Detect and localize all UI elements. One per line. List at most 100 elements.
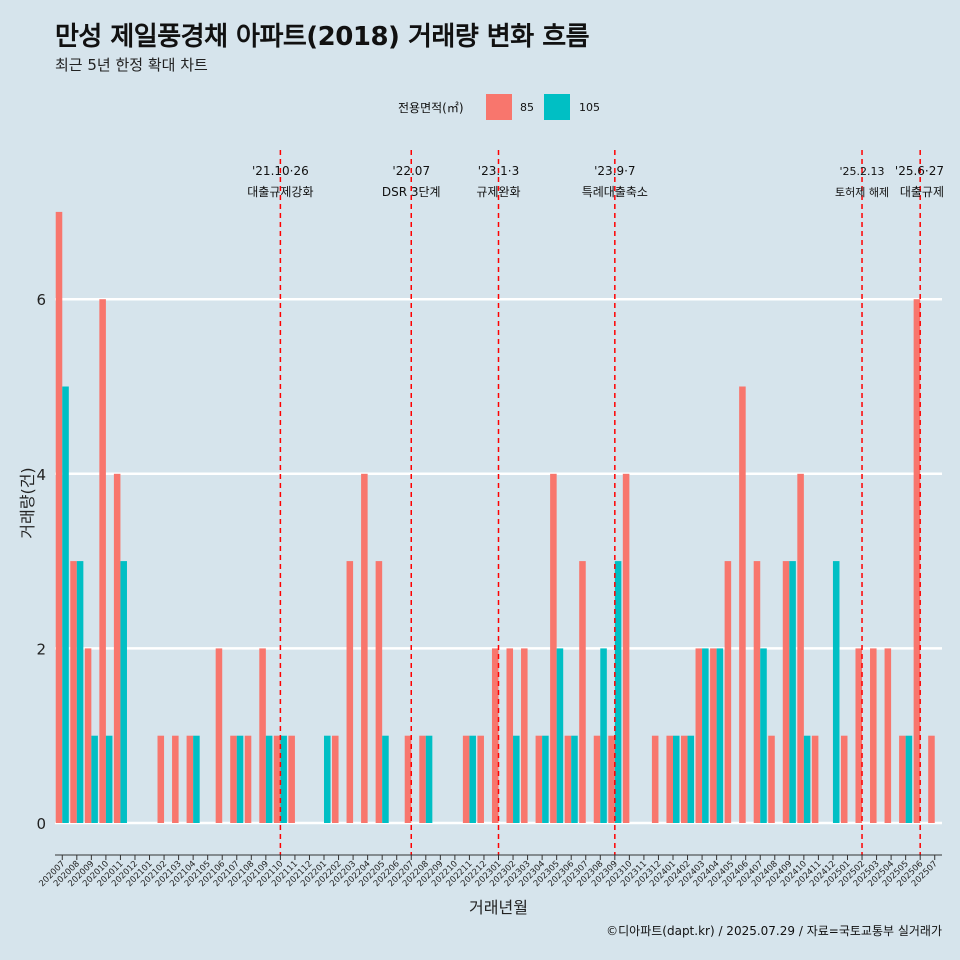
bar-85 [332, 735, 339, 823]
bar-105 [324, 735, 331, 823]
event-date: '22.07 [392, 164, 430, 178]
bar-85 [811, 735, 819, 823]
bar-85 [288, 735, 295, 823]
bar-105 [600, 648, 607, 823]
bar-85 [172, 735, 179, 823]
bar-105 [91, 735, 98, 823]
bar-85 [55, 211, 63, 823]
bar-85 [695, 648, 703, 823]
caption: ©디아파트(dapt.kr) / 2025.07.29 / 자료=국토교통부 실… [606, 924, 942, 938]
x-axis-title: 거래년월 [469, 898, 528, 917]
bar-85 [739, 386, 746, 823]
bar-85 [840, 735, 848, 823]
bar-85 [404, 735, 412, 823]
bar-85 [782, 561, 790, 823]
bar-105 [803, 735, 811, 823]
bar-85 [608, 735, 615, 823]
bar-85 [535, 735, 543, 823]
bar-85 [724, 561, 732, 823]
event-label: 대출규제강화 [247, 185, 313, 199]
legend: 전용면적(㎡) 85 105 [0, 94, 960, 122]
bar-85 [477, 735, 484, 823]
chart-title: 만성 제일풍경채 아파트(2018) 거래량 변화 흐름 [55, 22, 590, 52]
event-date: '23.1·3 [478, 164, 519, 178]
event-date: '21.10·26 [252, 164, 309, 178]
legend-label-105: 105 [579, 101, 600, 114]
bar-105 [76, 561, 84, 823]
bar-105 [556, 648, 564, 823]
bar-105 [789, 561, 796, 823]
bar-105 [425, 735, 433, 823]
bar-105 [382, 735, 389, 823]
bar-85 [186, 735, 194, 823]
event-label: 특례대출축소 [582, 185, 648, 199]
bar-85 [651, 735, 659, 823]
bar-85 [259, 648, 266, 823]
bar-85 [680, 735, 688, 823]
legend-swatch-105 [544, 94, 570, 120]
bar-105 [542, 735, 549, 823]
bar-105 [716, 648, 724, 823]
bar-105 [672, 735, 680, 823]
bar-105 [280, 735, 287, 823]
bar-85 [797, 473, 804, 823]
bar-85 [884, 648, 892, 823]
bar-85 [99, 299, 106, 823]
bar-85 [230, 735, 237, 823]
bar-85 [855, 648, 863, 823]
bar-85 [579, 561, 586, 823]
bar-105 [614, 561, 622, 823]
event-date: '25.6·27 [895, 164, 944, 178]
bar-85 [419, 735, 426, 823]
bar-105 [469, 735, 476, 823]
y-tick-label: 6 [36, 291, 46, 309]
y-tick-label: 2 [36, 640, 46, 658]
bar-105 [265, 735, 273, 823]
bar-85 [70, 561, 77, 823]
legend-label-85: 85 [520, 101, 534, 114]
bar-85 [346, 561, 354, 823]
bar-85 [273, 735, 281, 823]
chart-subtitle: 최근 5년 한정 확대 차트 [55, 56, 208, 74]
bar-85 [157, 735, 165, 823]
bar-105 [513, 735, 520, 823]
bar-105 [905, 735, 913, 823]
event-date: '23.9·7 [594, 164, 635, 178]
bar-105 [62, 386, 69, 823]
bar-85 [768, 735, 775, 823]
bar-85 [84, 648, 92, 823]
bar-85 [375, 561, 383, 823]
legend-title: 전용면적(㎡) [398, 101, 464, 115]
bar-85 [550, 473, 557, 823]
bar-85 [710, 648, 717, 823]
bar-105 [236, 735, 244, 823]
bar-105 [687, 735, 695, 823]
event-label: 규제완화 [476, 185, 520, 199]
bar-85 [928, 735, 935, 823]
bar-85 [244, 735, 252, 823]
bar-105 [120, 561, 127, 823]
legend-swatch-85 [486, 94, 512, 120]
y-tick-label: 0 [36, 815, 46, 833]
bar-85 [666, 735, 673, 823]
event-label: 대출규제 [900, 185, 944, 199]
bar-105 [702, 648, 709, 823]
bar-105 [832, 561, 840, 823]
bar-85 [753, 561, 761, 823]
event-label: DSR 3단계 [382, 185, 441, 199]
bar-105 [760, 648, 767, 823]
event-label: 토허제 해제 [835, 185, 889, 199]
bar-85 [593, 735, 601, 823]
y-tick-label: 4 [36, 466, 46, 484]
bar-85 [361, 473, 368, 823]
bar-85 [870, 648, 877, 823]
bar-85 [462, 735, 470, 823]
bar-85 [491, 648, 499, 823]
bar-85 [521, 648, 528, 823]
bar-85 [622, 473, 630, 823]
event-date: '25.2.13 [840, 165, 885, 178]
bar-105 [105, 735, 113, 823]
bar-85 [113, 473, 121, 823]
bar-85 [913, 299, 921, 823]
